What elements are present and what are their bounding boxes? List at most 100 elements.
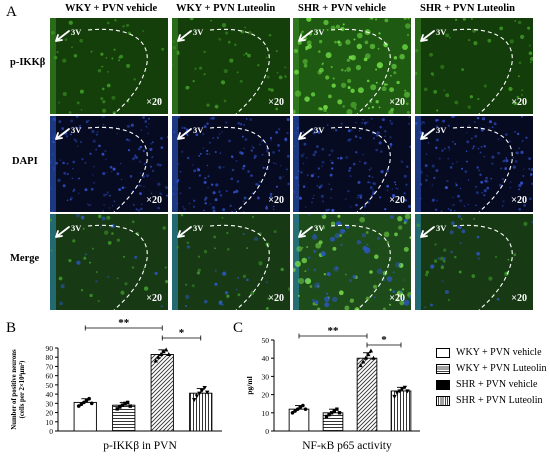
ventricle-label: 3V [193, 223, 204, 233]
ventricle-label: 3V [193, 125, 204, 135]
y-tick-label: 30 [46, 399, 54, 408]
legend-label: SHR + PVN Luteolin [456, 395, 543, 406]
y-tick-label: 90 [46, 344, 54, 353]
data-point [392, 394, 397, 399]
legend-swatch-vhatch [436, 396, 450, 406]
data-point [330, 411, 334, 415]
y-tick-label: 30 [262, 372, 270, 381]
data-point [298, 405, 303, 410]
y-tick-label: 10 [262, 409, 270, 418]
micrograph-dapi-wky-vehicle: 3V ×20 [50, 116, 168, 212]
legend-label: WKY + PVN Luteolin [456, 363, 547, 374]
column-title-wky-luteolin: WKY + PVN Luteolin [176, 3, 276, 14]
magnification-label: ×20 [511, 293, 527, 304]
data-point [337, 411, 342, 415]
y-tick-label: 40 [46, 390, 54, 399]
significance-label: * [179, 327, 185, 339]
data-point [394, 391, 400, 396]
micrograph-merge-shr-vehicle: 3V ×20 [293, 214, 411, 310]
data-point [79, 402, 84, 407]
data-point [158, 352, 164, 357]
data-point [192, 398, 197, 403]
magnification-label: ×20 [146, 195, 162, 206]
ventricle-label: 3V [71, 223, 82, 233]
ventricle-label: 3V [436, 223, 447, 233]
y-tick-label: 20 [46, 409, 54, 418]
bar [150, 354, 174, 432]
magnification-label: ×20 [511, 195, 527, 206]
data-point [87, 396, 91, 401]
micrograph-dapi-shr-luteolin: 3V ×20 [415, 116, 533, 212]
data-point [358, 363, 363, 368]
micrograph-pikkb-wky-luteolin: 3V ×20 [172, 18, 290, 114]
data-point [360, 359, 366, 364]
data-point [118, 405, 122, 409]
panel-a-letter: A [6, 4, 17, 20]
legend-label: SHR + PVN vehicle [456, 379, 538, 390]
data-point [397, 389, 402, 394]
data-point [199, 388, 205, 393]
data-point [163, 347, 169, 352]
data-point [405, 389, 410, 394]
column-title-wky-vehicle: WKY + PVN vehicle [65, 3, 158, 14]
panel-c-letter: C [233, 320, 244, 336]
data-point [125, 400, 130, 405]
micrograph-merge-wky-vehicle: 3V ×20 [50, 214, 168, 310]
data-point [89, 401, 94, 406]
data-point [123, 401, 127, 406]
data-point [332, 409, 336, 413]
column-title-shr-vehicle: SHR + PVN vehicle [298, 3, 386, 14]
micrograph-merge-shr-luteolin: 3V ×20 [415, 214, 533, 310]
ventricle-label: 3V [314, 125, 325, 135]
y-tick-label: 60 [46, 372, 54, 381]
legend-label: WKY + PVN vehicle [456, 347, 542, 358]
data-point [120, 403, 125, 407]
magnification-label: ×20 [389, 293, 405, 304]
data-point [115, 407, 119, 411]
panel-b-letter: B [6, 320, 17, 336]
data-point [324, 414, 329, 419]
bar [356, 357, 378, 432]
data-point [153, 358, 158, 363]
magnification-label: ×20 [268, 293, 284, 304]
micrograph-pikkb-shr-vehicle: 3V ×20 [293, 18, 411, 114]
y-tick-label: 20 [262, 391, 270, 400]
data-point [84, 398, 89, 403]
magnification-label: ×20 [146, 97, 162, 108]
data-point [335, 407, 339, 411]
data-point [290, 411, 295, 415]
magnification-label: ×20 [268, 97, 284, 108]
x-axis-label: p-IKKβ in PVN [103, 440, 177, 452]
data-point [161, 349, 166, 354]
ventricle-label: 3V [314, 27, 325, 37]
ventricle-label: 3V [436, 27, 447, 37]
data-point [366, 352, 371, 357]
y-axis-label: pg/ml [245, 376, 254, 394]
legend-swatch-white [436, 348, 450, 358]
data-point [371, 355, 376, 360]
magnification-label: ×20 [389, 195, 405, 206]
data-point [197, 391, 202, 396]
ventricle-label: 3V [193, 27, 204, 37]
micrograph-pikkb-wky-vehicle: 3V ×20 [50, 18, 168, 114]
data-point [128, 404, 132, 408]
data-point [194, 394, 200, 399]
micrograph-pikkb-shr-luteolin: 3V ×20 [415, 18, 533, 114]
data-point [295, 407, 300, 411]
row-label-merge: Merge [10, 253, 40, 264]
data-point [156, 354, 161, 359]
micrograph-merge-wky-luteolin: 3V ×20 [172, 214, 290, 310]
legend-swatch-hhatch [436, 364, 450, 374]
y-tick-label: 70 [46, 362, 54, 371]
significance-label: ** [118, 318, 130, 329]
y-tick-label: 40 [262, 354, 270, 363]
y-tick-label: 0 [49, 427, 53, 436]
data-point [202, 386, 207, 391]
ventricle-label: 3V [71, 125, 82, 135]
micrograph-dapi-wky-luteolin: 3V ×20 [172, 116, 290, 212]
y-tick-label: 0 [265, 427, 269, 436]
y-axis-label: (cells per 2×10⁴μm²) [19, 361, 26, 419]
y-tick-label: 10 [46, 418, 54, 427]
